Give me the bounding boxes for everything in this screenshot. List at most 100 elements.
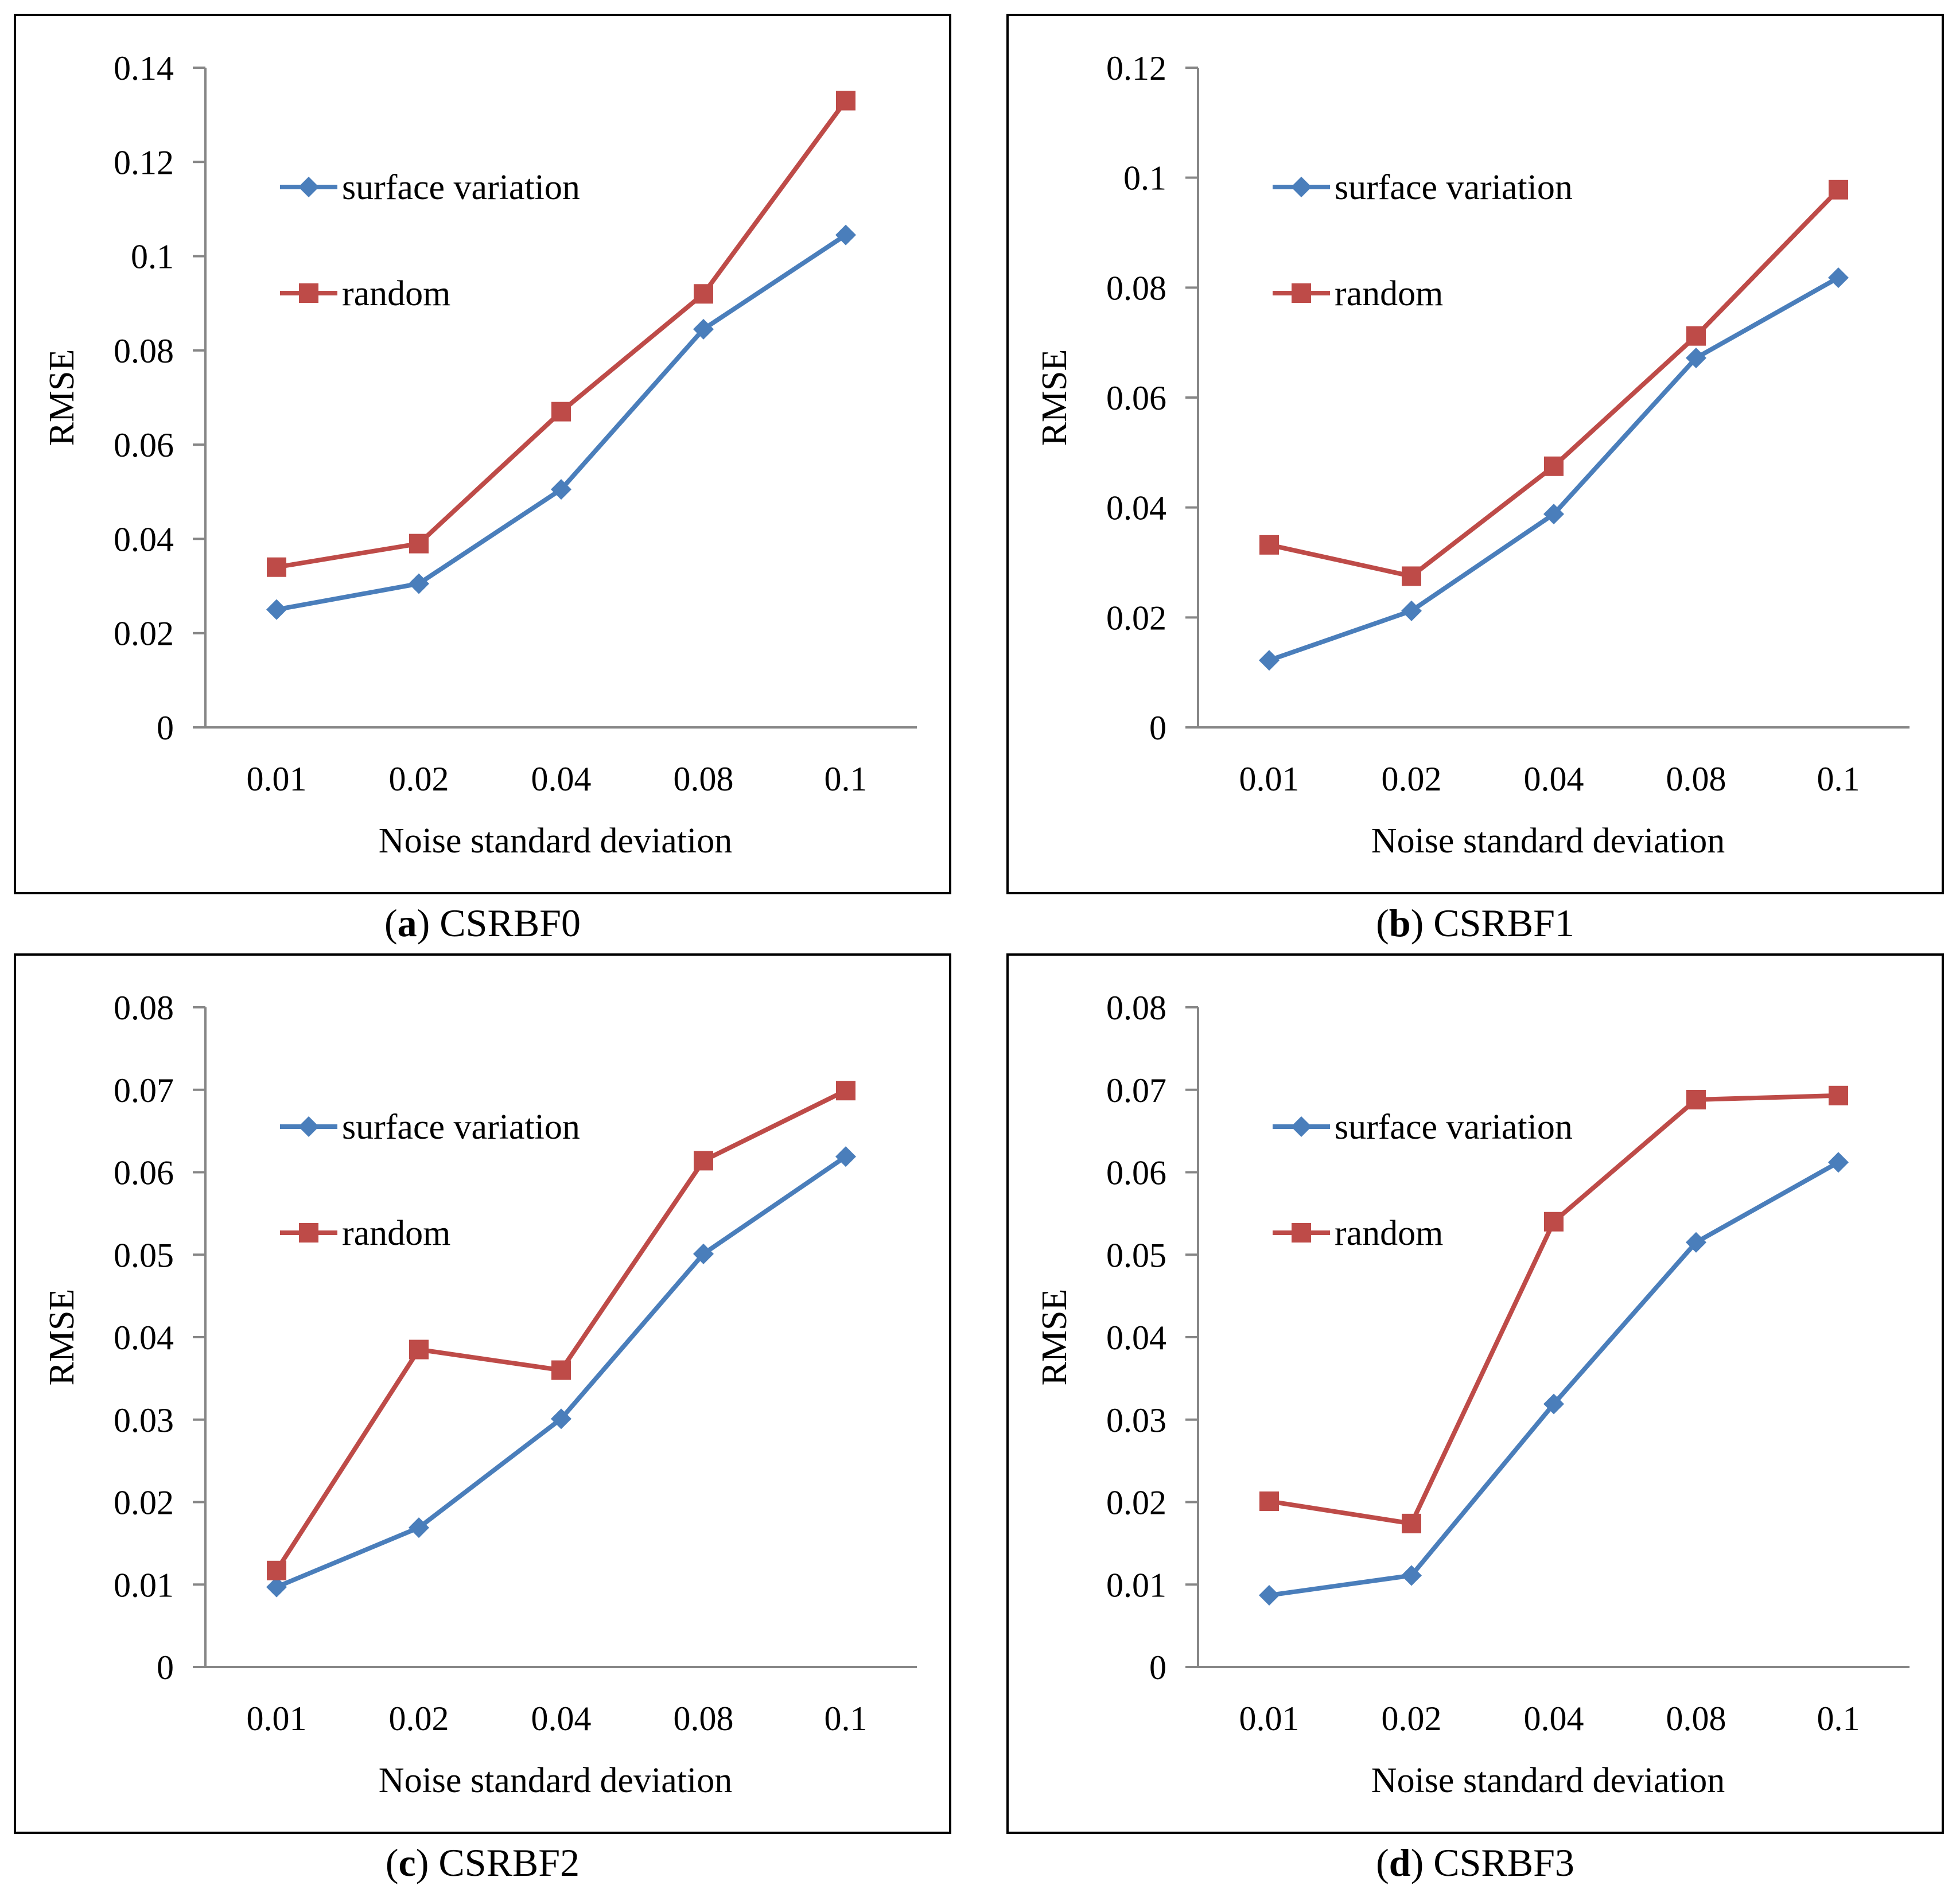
point-c-1-1 [409, 1339, 429, 1360]
x-tick-label-d-4: 0.1 [1817, 1700, 1860, 1738]
chart-b: 0 0.02 0.04 0.06 0.08 0.1 0.12 0.01 0.02 0.04 0.08… [1035, 49, 1910, 860]
y-tick-label-a-0: 0 [157, 709, 174, 747]
point-c-1-0 [267, 1560, 286, 1580]
y-tick-label-c-2: 0.02 [114, 1484, 174, 1522]
caption-b-letter: b [1389, 901, 1411, 945]
chart-d: 0 0.01 0.02 0.03 0.04 0.05 0.06 0.07 0.08 0.01 0.0… [1035, 989, 1910, 1800]
caption-b-label: CSRBF1 [1433, 901, 1574, 945]
x-axis-title-a: Noise standard deviation [379, 821, 732, 860]
chart-c: 0 0.01 0.02 0.03 0.04 0.05 0.06 0.07 0.08 0.01 0.0… [42, 989, 917, 1800]
x-tick-label-c-0: 0.01 [247, 1700, 307, 1738]
caption-d-close: ) [1410, 1841, 1424, 1884]
legend-marker-d-1 [1292, 1223, 1311, 1243]
chart-panel-a: 0 0.02 0.04 0.06 0.08 0.1 0.12 0.14 0.01 0.02 0.04… [14, 14, 951, 894]
y-tick-label-c-0: 0 [157, 1649, 174, 1687]
point-a-0-3 [693, 318, 714, 340]
y-tick-label-a-7: 0.14 [114, 49, 174, 87]
point-b-1-3 [1686, 326, 1706, 346]
y-tick-label-c-4: 0.04 [114, 1319, 174, 1357]
x-tick-label-c-4: 0.1 [825, 1700, 868, 1738]
legend-marker-b-0 [1291, 177, 1312, 197]
y-tick-label-d-5: 0.05 [1106, 1236, 1166, 1274]
point-b-0-0 [1259, 650, 1280, 671]
legend-label-c-0: surface variation [342, 1108, 580, 1147]
point-b-0-1 [1401, 600, 1422, 621]
y-tick-label-d-4: 0.04 [1106, 1319, 1166, 1357]
point-a-1-4 [836, 91, 855, 111]
point-a-0-4 [835, 224, 856, 246]
x-tick-label-a-3: 0.08 [674, 760, 734, 798]
chart-panel-b: 0 0.02 0.04 0.06 0.08 0.1 0.12 0.01 0.02 0.04 0.08… [1006, 14, 1944, 894]
caption-b-open: ( [1376, 901, 1389, 945]
caption-c: (c) CSRBF2 [14, 1840, 951, 1886]
x-tick-label-b-0: 0.01 [1239, 760, 1300, 798]
legend-marker-a-1 [299, 283, 318, 303]
caption-d-open: ( [1376, 1841, 1389, 1884]
y-tick-label-a-2: 0.04 [114, 520, 174, 558]
y-tick-label-d-2: 0.02 [1106, 1484, 1166, 1522]
chart-panel-d: 0 0.01 0.02 0.03 0.04 0.05 0.06 0.07 0.08 0.01 0.0… [1006, 953, 1944, 1834]
x-tick-label-b-1: 0.02 [1382, 760, 1442, 798]
legend-label-b-1: random [1335, 274, 1443, 313]
caption-a-label: CSRBF0 [440, 901, 581, 945]
point-c-0-4 [835, 1146, 856, 1167]
x-axis-title-d: Noise standard deviation [1371, 1761, 1725, 1800]
caption-d-letter: d [1389, 1841, 1411, 1884]
point-b-1-1 [1402, 566, 1421, 586]
point-a-0-1 [409, 573, 429, 594]
y-axis-title-c: RMSE [42, 1289, 81, 1386]
y-tick-label-d-0: 0 [1149, 1649, 1166, 1687]
legend-label-d-0: surface variation [1335, 1108, 1573, 1147]
point-c-1-4 [836, 1081, 855, 1101]
caption-d-label: CSRBF3 [1433, 1841, 1574, 1884]
point-d-1-0 [1259, 1491, 1279, 1512]
y-tick-label-a-3: 0.06 [114, 426, 174, 464]
y-tick-label-d-3: 0.03 [1106, 1401, 1166, 1439]
point-d-0-2 [1543, 1393, 1564, 1415]
y-tick-label-c-7: 0.07 [114, 1072, 174, 1109]
legend-marker-c-0 [298, 1116, 319, 1137]
x-axis-title-c: Noise standard deviation [379, 1761, 732, 1800]
y-tick-label-d-8: 0.08 [1106, 989, 1166, 1027]
caption-a-letter: a [397, 901, 417, 945]
caption-a-close: ) [417, 901, 430, 945]
legend-marker-a-0 [298, 177, 319, 197]
legend-label-b-0: surface variation [1335, 168, 1573, 207]
y-tick-label-c-6: 0.06 [114, 1154, 174, 1192]
x-tick-label-d-1: 0.02 [1382, 1700, 1442, 1738]
legend-label-a-0: surface variation [342, 168, 580, 207]
legend-marker-c-1 [299, 1223, 318, 1243]
x-tick-label-b-4: 0.1 [1817, 760, 1860, 798]
legend-marker-b-1 [1292, 283, 1311, 303]
x-tick-label-d-3: 0.08 [1666, 1700, 1726, 1738]
y-tick-label-b-1: 0.02 [1106, 599, 1166, 637]
point-a-1-2 [551, 402, 571, 422]
y-axis-title-a: RMSE [42, 349, 81, 446]
y-tick-label-d-1: 0.01 [1106, 1566, 1166, 1604]
y-tick-label-c-3: 0.03 [114, 1401, 174, 1439]
x-tick-label-a-0: 0.01 [247, 760, 307, 798]
series-line-c-1 [274, 1088, 847, 1572]
x-tick-label-a-2: 0.04 [531, 760, 592, 798]
x-tick-label-b-3: 0.08 [1666, 760, 1726, 798]
x-axis-title-b: Noise standard deviation [1371, 821, 1725, 860]
caption-c-label: CSRBF2 [438, 1841, 580, 1884]
point-a-0-0 [266, 599, 287, 620]
point-d-1-2 [1544, 1212, 1564, 1232]
legend-label-c-1: random [342, 1214, 450, 1253]
point-b-1-0 [1259, 535, 1279, 555]
caption-c-open: ( [385, 1841, 399, 1884]
point-d-0-1 [1401, 1565, 1422, 1586]
chart-panel-c: 0 0.01 0.02 0.03 0.04 0.05 0.06 0.07 0.08 0.01 0.0… [14, 953, 951, 1834]
caption-b-close: ) [1410, 901, 1424, 945]
y-tick-label-b-5: 0.1 [1123, 159, 1166, 197]
y-tick-label-b-4: 0.08 [1106, 269, 1166, 307]
point-c-1-2 [551, 1360, 571, 1380]
legend-label-d-1: random [1335, 1214, 1443, 1253]
y-tick-label-c-5: 0.05 [114, 1236, 174, 1274]
point-a-1-1 [409, 533, 429, 554]
caption-a-open: ( [384, 901, 398, 945]
point-d-1-4 [1829, 1085, 1848, 1105]
point-d-1-3 [1686, 1090, 1706, 1109]
point-b-0-3 [1686, 348, 1706, 368]
